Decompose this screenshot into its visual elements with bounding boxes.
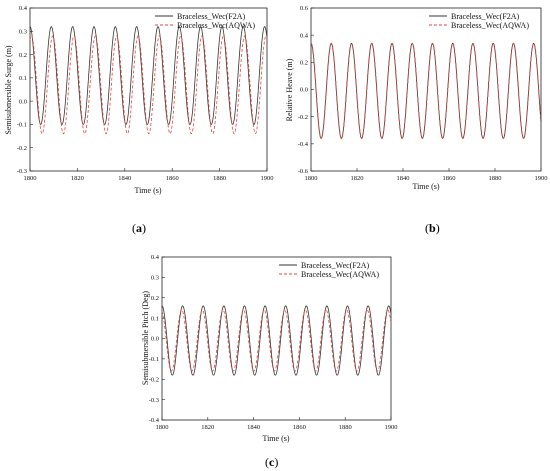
- x-tick-label-a: 1820: [71, 175, 84, 182]
- x-tick-label-b: 1880: [489, 175, 502, 182]
- chart-heave: 1800 1820 1840 1860 1880 1900 -0.6 -0.4 -0.2 0.0 0…: [285, 5, 548, 235]
- legend-label-b-1: Braceless_Wec(F2A): [451, 12, 520, 21]
- y-tick-label-a: 0.3: [19, 28, 27, 35]
- panel-label-c: (c): [265, 455, 278, 469]
- x-tick-label-c: 1900: [385, 424, 398, 431]
- legend-label-c-1: Braceless_Wec(F2A): [301, 261, 370, 270]
- y-axis-label-b: Relative Heave (m): [285, 58, 294, 121]
- x-tick-label-b: 1840: [397, 175, 410, 182]
- series-line-b-2: [310, 42, 542, 139]
- y-tick-label-a: 0.0: [19, 98, 27, 105]
- x-tick-label-b: 1860: [443, 175, 456, 182]
- y-tick-label-c: -0.3: [149, 397, 159, 404]
- x-tick-label-c: 1820: [201, 424, 214, 431]
- series-line-b-1: [310, 42, 542, 139]
- y-tick-label-b: 0.6: [300, 5, 309, 12]
- series-line-c-1: [161, 305, 392, 376]
- plot-frame-a: [29, 7, 268, 172]
- legend-label-b-2: Braceless_Wec(AQWA): [451, 21, 529, 30]
- x-tick-label-c: 1800: [156, 424, 169, 431]
- y-tick-label-c: -0.1: [149, 356, 159, 363]
- x-axis-label-c: Time (s): [262, 434, 289, 443]
- y-tick-label-b: -0.6: [298, 168, 309, 175]
- x-tick-label-a: 1900: [261, 175, 274, 182]
- y-tick-label-c: 0.0: [151, 336, 159, 343]
- chart-surge: 1800 1820 1840 1860 1880 1900 -0.3 -0.2 -0.1 0.0 0…: [4, 5, 274, 235]
- legend-a: Braceless_Wec(F2A)Braceless_Wec(AQWA): [155, 12, 255, 30]
- y-tick-label-b: 0.4: [300, 32, 309, 39]
- series-line-a-1: [29, 26, 268, 125]
- x-tick-label-a: 1840: [118, 175, 131, 182]
- y-tick-label-a: 0.2: [19, 52, 27, 59]
- y-tick-label-b: -0.2: [298, 114, 308, 121]
- legend-label-c-2: Braceless_Wec(AQWA): [301, 270, 379, 279]
- x-tick-label-c: 1840: [247, 424, 260, 431]
- chart-pitch: 1800 1820 1840 1860 1880 1900 -0.4 -0.3 -0.2 -0.1…: [141, 254, 398, 469]
- x-axis-label-b: Time (s): [412, 182, 439, 191]
- plot-frame-c: [161, 256, 392, 421]
- y-tick-label-b: -0.4: [298, 141, 309, 148]
- x-tick-label-c: 1880: [339, 424, 352, 431]
- y-tick-label-b: 0.0: [300, 87, 308, 94]
- legend-label-a-1: Braceless_Wec(F2A): [177, 12, 246, 21]
- panel-label-b: (b): [425, 221, 440, 235]
- x-tick-label-b: 1820: [351, 175, 364, 182]
- y-tick-label-c: -0.2: [149, 376, 159, 383]
- y-axis-label-c: Semisubmersible Pitch (Deg): [141, 291, 150, 386]
- plot-frame-b: [310, 7, 542, 172]
- y-tick-label-a: 0.4: [19, 5, 28, 12]
- legend-b: Braceless_Wec(F2A)Braceless_Wec(AQWA): [429, 12, 529, 30]
- series-line-c-2: [161, 309, 392, 372]
- y-tick-label-a: 0.1: [19, 75, 27, 82]
- y-tick-label-a: -0.1: [17, 122, 27, 129]
- x-tick-label-a: 1860: [166, 175, 179, 182]
- x-axis-label-a: Time (s): [134, 186, 161, 195]
- x-tick-label-a: 1880: [213, 175, 226, 182]
- y-tick-label-c: 0.4: [151, 254, 160, 261]
- y-axis-label-a: Semisubmersible Surge (m): [4, 45, 13, 135]
- legend-c: Braceless_Wec(F2A)Braceless_Wec(AQWA): [279, 261, 379, 279]
- series-line-a-2: [29, 35, 268, 135]
- y-tick-label-c: -0.4: [149, 417, 160, 424]
- y-tick-label-c: 0.1: [151, 315, 159, 322]
- y-tick-label-b: 0.2: [300, 60, 308, 67]
- legend-label-a-2: Braceless_Wec(AQWA): [177, 21, 255, 30]
- y-tick-label-a: -0.3: [17, 168, 27, 175]
- x-tick-label-a: 1800: [24, 175, 37, 182]
- panel-label-a: (a): [132, 221, 146, 235]
- x-tick-label-b: 1800: [305, 175, 318, 182]
- y-tick-label-c: 0.2: [151, 295, 159, 302]
- y-tick-label-c: 0.3: [151, 275, 159, 282]
- x-tick-label-b: 1900: [535, 175, 548, 182]
- y-tick-label-a: -0.2: [17, 145, 27, 152]
- x-tick-label-c: 1860: [293, 424, 306, 431]
